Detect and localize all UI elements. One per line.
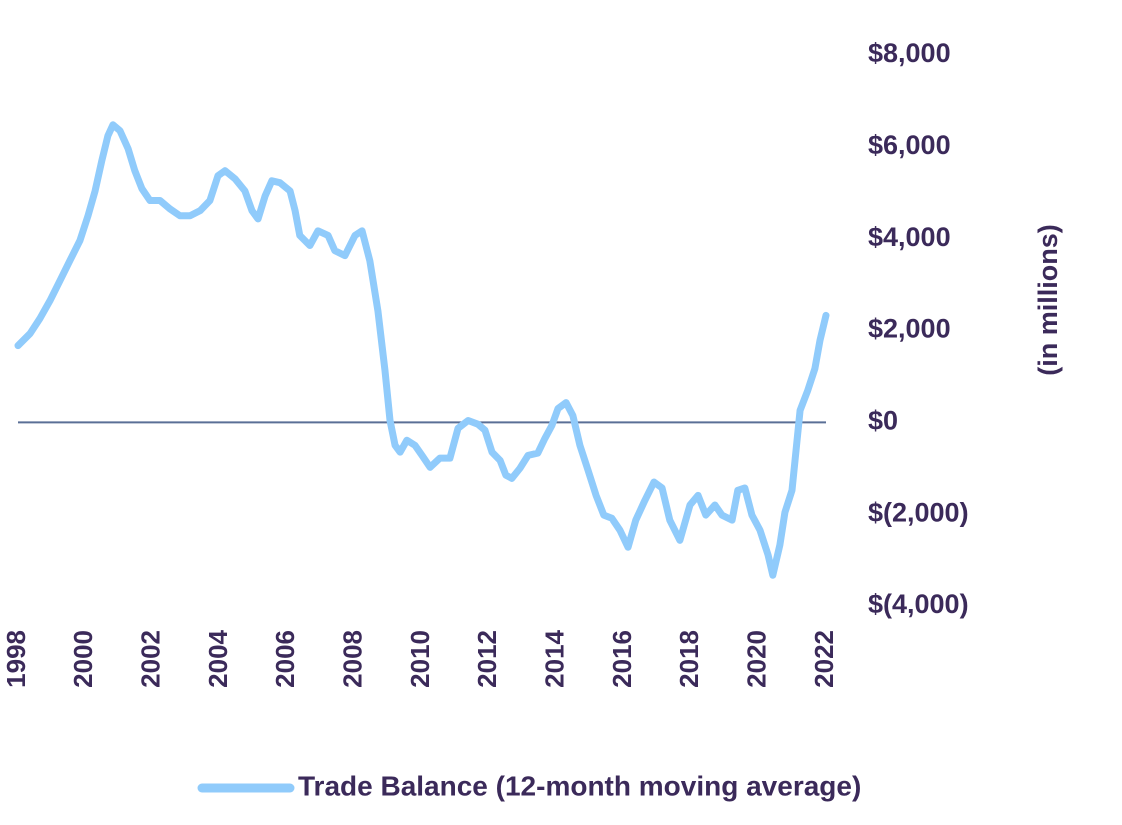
- y-tick-label: $2,000: [868, 314, 951, 344]
- y-tick-label: $4,000: [868, 222, 951, 252]
- x-tick-label: 1998: [1, 630, 31, 688]
- data-line: [14, 121, 830, 579]
- x-tick-label: 2006: [270, 630, 300, 688]
- x-tick-label: 2016: [607, 630, 637, 688]
- x-tick-label: 2008: [338, 630, 368, 688]
- x-tick-label: 2004: [203, 629, 233, 687]
- x-tick-label: 2020: [742, 630, 772, 688]
- x-tick-label: 2000: [68, 630, 98, 688]
- x-tick-label: 2018: [674, 630, 704, 688]
- y-tick-label: $(2,000): [868, 497, 969, 527]
- x-tick-label: 2012: [472, 630, 502, 688]
- y-tick-label: $8,000: [868, 38, 951, 68]
- y-tick-label: $0: [868, 405, 898, 435]
- y-tick-label: $6,000: [868, 130, 951, 160]
- x-tick-label: 2002: [136, 630, 166, 688]
- x-tick-label: 2014: [540, 629, 570, 687]
- x-tick-label: 2022: [809, 630, 839, 688]
- x-tick-label: 2010: [405, 630, 435, 688]
- y-axis-label: (in millions): [1033, 224, 1063, 376]
- legend-label: Trade Balance (12-month moving average): [298, 770, 861, 801]
- y-tick-label: $(4,000): [868, 589, 969, 619]
